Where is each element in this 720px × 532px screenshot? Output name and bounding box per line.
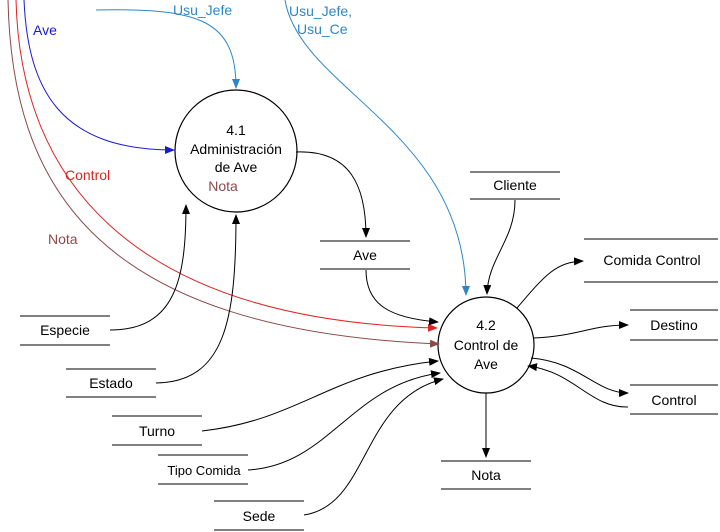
store-especie: Especie bbox=[20, 315, 110, 346]
flow-4-2-to-store-control bbox=[530, 357, 629, 397]
store-nota-label: Nota bbox=[471, 467, 501, 483]
flow-ave-label: Ave bbox=[33, 22, 57, 38]
flow-control-to-4-2 bbox=[15, 0, 438, 332]
flow-nota-to-4-2 bbox=[7, 0, 440, 348]
flow-usu-jefe-ce-label-2: Usu_Ce bbox=[297, 21, 348, 37]
store-tipo-comida-label: Tipo Comida bbox=[167, 463, 241, 478]
store-sede: Sede bbox=[214, 500, 304, 531]
store-nota: Nota bbox=[441, 460, 531, 490]
flow-usu-jefe-ce-to-4-2 bbox=[284, 0, 470, 296]
store-ave-label: Ave bbox=[353, 247, 377, 263]
flow-store-estado-to-4-1 bbox=[155, 214, 240, 384]
store-ave: Ave bbox=[320, 240, 410, 270]
store-control-label: Control bbox=[651, 392, 696, 408]
process-4-1-note: Nota bbox=[208, 178, 238, 194]
process-4-1-number: 4.1 bbox=[226, 122, 246, 138]
store-destino-label: Destino bbox=[650, 317, 698, 333]
flow-4-2-to-store-comida-control bbox=[516, 257, 584, 309]
process-4-2: 4.2 Control de Ave bbox=[437, 296, 535, 394]
flow-usu-jefe-label: Usu_Jefe bbox=[173, 2, 232, 18]
store-comida-control-label: Comida Control bbox=[603, 252, 700, 268]
store-especie-label: Especie bbox=[40, 322, 90, 338]
store-estado: Estado bbox=[66, 368, 156, 398]
store-comida-control: Comida Control bbox=[584, 238, 718, 283]
process-4-2-number: 4.2 bbox=[476, 317, 496, 333]
process-4-1-label-line2: de Ave bbox=[215, 159, 258, 175]
flow-ave-to-4-1 bbox=[23, 0, 175, 154]
process-4-1-label-line1: Administración bbox=[190, 141, 282, 157]
process-4-2-label-line1: Control de bbox=[454, 337, 519, 353]
store-turno: Turno bbox=[112, 415, 202, 446]
store-turno-label: Turno bbox=[139, 423, 175, 439]
store-cliente: Cliente bbox=[470, 171, 560, 200]
flow-store-cliente-to-4-2 bbox=[483, 199, 516, 295]
flow-4-2-to-store-destino bbox=[532, 321, 629, 339]
store-sede-label: Sede bbox=[243, 508, 276, 524]
store-cliente-label: Cliente bbox=[493, 177, 537, 193]
store-estado-label: Estado bbox=[89, 375, 133, 391]
flow-store-especie-to-4-1 bbox=[109, 204, 190, 331]
process-4-2-label-line2: Ave bbox=[474, 356, 498, 372]
flow-store-turno-to-4-2 bbox=[201, 357, 439, 432]
store-tipo-comida: Tipo Comida bbox=[158, 454, 248, 485]
flow-nota-label: Nota bbox=[48, 231, 78, 247]
flow-store-tipo-comida-to-4-2 bbox=[247, 370, 441, 471]
flow-usu-jefe-to-4-1 bbox=[95, 9, 240, 89]
flow-store-control-to-4-2 bbox=[527, 363, 629, 408]
store-destino: Destino bbox=[630, 309, 718, 341]
flow-usu-jefe-ce-label-1: Usu_Jefe, bbox=[289, 3, 352, 19]
flow-control-label: Control bbox=[65, 167, 110, 183]
store-control: Control bbox=[630, 384, 718, 415]
flow-4-1-to-store-ave bbox=[295, 151, 370, 238]
flow-store-ave-to-4-2 bbox=[365, 269, 439, 326]
process-4-1: 4.1 Administración de Ave Nota bbox=[174, 89, 298, 213]
process-4-1-circle bbox=[174, 89, 298, 213]
flow-store-sede-to-4-2 bbox=[303, 377, 444, 516]
